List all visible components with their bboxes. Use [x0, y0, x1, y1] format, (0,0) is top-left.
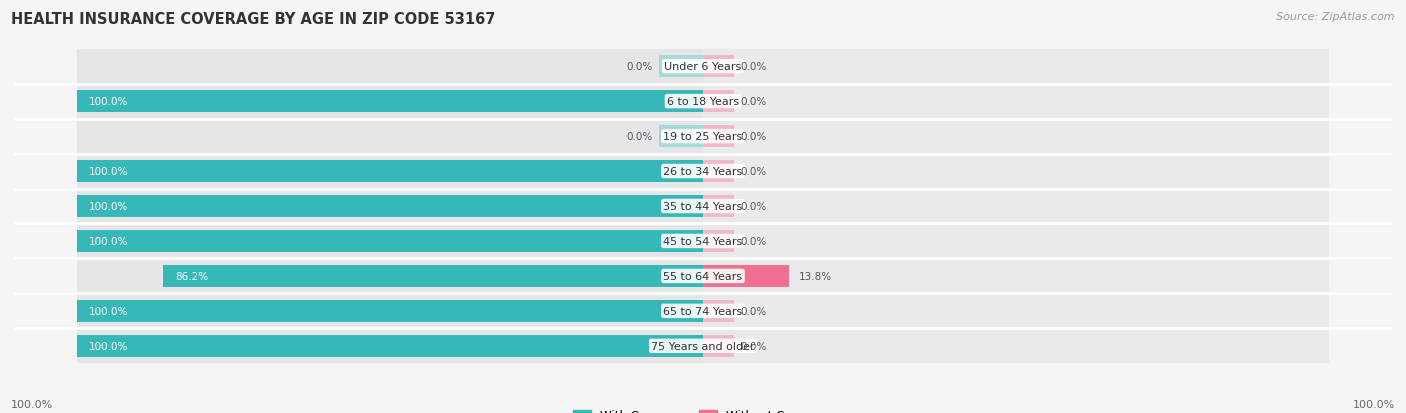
- Bar: [77, 154, 703, 189]
- Text: 100.0%: 100.0%: [89, 97, 128, 107]
- Text: 100.0%: 100.0%: [89, 202, 128, 211]
- Bar: [77, 50, 703, 84]
- Bar: [77, 189, 703, 224]
- Bar: [77, 329, 703, 363]
- Bar: [77, 119, 703, 154]
- Text: 86.2%: 86.2%: [176, 271, 208, 281]
- Bar: [77, 294, 703, 329]
- Bar: [703, 300, 734, 322]
- Legend: With Coverage, Without Coverage: With Coverage, Without Coverage: [568, 404, 838, 413]
- Text: 100.0%: 100.0%: [89, 341, 128, 351]
- Text: 100.0%: 100.0%: [89, 236, 128, 247]
- Text: 100.0%: 100.0%: [1353, 399, 1395, 409]
- Bar: [77, 300, 703, 322]
- Text: 13.8%: 13.8%: [799, 271, 832, 281]
- Bar: [703, 266, 789, 287]
- Bar: [703, 224, 1329, 259]
- Bar: [77, 91, 703, 113]
- Bar: [703, 154, 1329, 189]
- Bar: [703, 329, 1329, 363]
- Bar: [659, 126, 703, 147]
- Text: HEALTH INSURANCE COVERAGE BY AGE IN ZIP CODE 53167: HEALTH INSURANCE COVERAGE BY AGE IN ZIP …: [11, 12, 496, 27]
- Bar: [703, 196, 734, 217]
- Bar: [703, 335, 734, 357]
- Text: 100.0%: 100.0%: [89, 166, 128, 177]
- Bar: [77, 259, 703, 294]
- Text: 100.0%: 100.0%: [89, 306, 128, 316]
- Text: 0.0%: 0.0%: [741, 166, 766, 177]
- Bar: [703, 56, 734, 78]
- Text: 0.0%: 0.0%: [741, 97, 766, 107]
- Text: 0.0%: 0.0%: [741, 202, 766, 211]
- Text: 0.0%: 0.0%: [627, 132, 652, 142]
- Bar: [703, 230, 734, 252]
- Text: 0.0%: 0.0%: [741, 236, 766, 247]
- Bar: [659, 56, 703, 78]
- Text: 65 to 74 Years: 65 to 74 Years: [664, 306, 742, 316]
- Bar: [77, 224, 703, 259]
- Bar: [163, 266, 703, 287]
- Text: 19 to 25 Years: 19 to 25 Years: [664, 132, 742, 142]
- Bar: [703, 84, 1329, 119]
- Text: 0.0%: 0.0%: [741, 132, 766, 142]
- Bar: [703, 50, 1329, 84]
- Text: 6 to 18 Years: 6 to 18 Years: [666, 97, 740, 107]
- Bar: [77, 196, 703, 217]
- Text: 75 Years and older: 75 Years and older: [651, 341, 755, 351]
- Bar: [703, 189, 1329, 224]
- Bar: [77, 161, 703, 183]
- Text: 0.0%: 0.0%: [741, 306, 766, 316]
- Bar: [77, 84, 703, 119]
- Bar: [703, 259, 1329, 294]
- Text: 0.0%: 0.0%: [627, 62, 652, 72]
- Text: 0.0%: 0.0%: [741, 62, 766, 72]
- Text: Source: ZipAtlas.com: Source: ZipAtlas.com: [1277, 12, 1395, 22]
- Text: 55 to 64 Years: 55 to 64 Years: [664, 271, 742, 281]
- Bar: [77, 335, 703, 357]
- Text: 35 to 44 Years: 35 to 44 Years: [664, 202, 742, 211]
- Bar: [703, 294, 1329, 329]
- Text: 100.0%: 100.0%: [11, 399, 53, 409]
- Text: 26 to 34 Years: 26 to 34 Years: [664, 166, 742, 177]
- Text: Under 6 Years: Under 6 Years: [665, 62, 741, 72]
- Text: 45 to 54 Years: 45 to 54 Years: [664, 236, 742, 247]
- Text: 0.0%: 0.0%: [741, 341, 766, 351]
- Bar: [703, 119, 1329, 154]
- Bar: [77, 230, 703, 252]
- Bar: [703, 161, 734, 183]
- Bar: [703, 91, 734, 113]
- Bar: [703, 126, 734, 147]
